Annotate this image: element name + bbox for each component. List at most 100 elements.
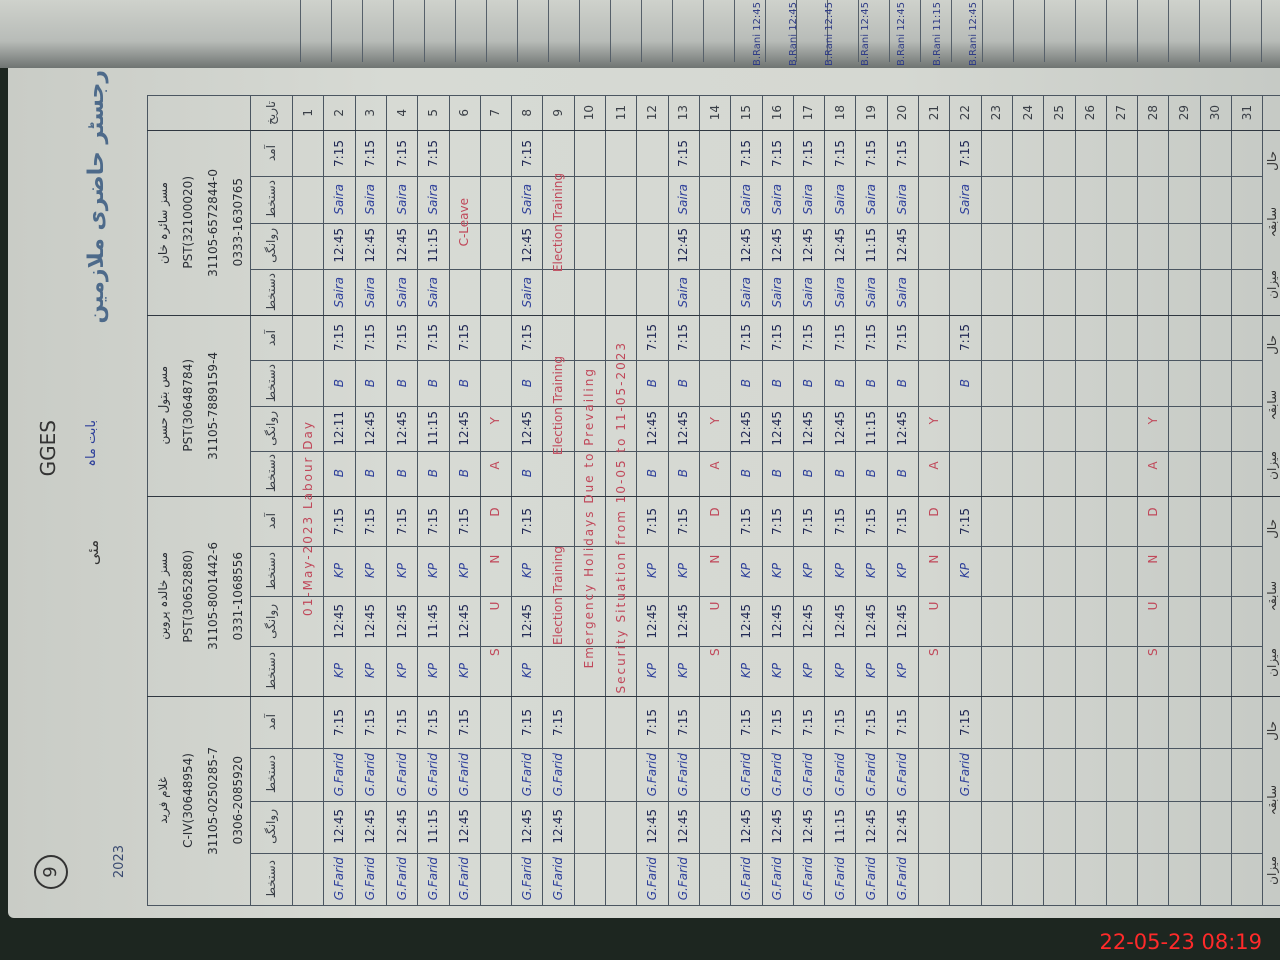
time-entry: 7:15 [449,315,480,360]
signature: B [793,451,824,496]
employee-day-note: Election Training [542,130,573,315]
signature-text: KP [801,663,816,679]
signature-text: B [738,378,753,387]
time-entry-text: 12:45 [363,603,378,639]
employee-post: PST(30652880) [176,496,200,696]
day-number-text: 7 [488,108,503,117]
time-entry: 7:15 [323,696,354,748]
column-line [886,95,888,905]
sub-row-line [250,852,1262,854]
signature-text: B [425,378,440,387]
signature: KP [855,646,886,696]
signature-text: KP [864,563,879,579]
day-number: 27 [1106,95,1137,130]
sub-row-label-text: دستخط [264,651,278,691]
day-number-text: 8 [519,108,534,117]
time-entry: 7:15 [386,315,417,360]
signature-text: KP [676,563,691,579]
signature: KP [949,546,980,596]
signature: G.Farid [730,853,761,905]
signature-text: KP [519,663,534,679]
sub-row-label-text: دستخط [264,755,278,794]
time-entry-text: 7:15 [394,507,409,535]
signature-text: Saira [519,276,534,308]
day-number: 10 [574,95,605,130]
signature-text: Saira [331,276,346,308]
time-entry-text: 7:15 [331,139,346,167]
signature-text: KP [957,563,972,579]
sub-row-line [250,360,1262,362]
time-entry-text: 12:45 [738,809,753,844]
sub-row-label: دستخط [252,546,290,596]
signature-text: Saira [394,184,409,215]
signature-text: KP [644,663,659,679]
signature: KP [730,646,761,696]
sub-row-label: روانگی [252,406,290,451]
time-entry-text: 12:11 [331,410,346,446]
time-entry-text: 7:15 [832,507,847,535]
signature: G.Farid [449,853,480,905]
sub-row-label: دستخط [252,176,290,222]
day-number-text: 12 [644,104,659,121]
signature: B [386,451,417,496]
signature-text: KP [801,563,816,579]
time-entry: 7:15 [855,696,886,748]
signature-text: Saira [832,184,847,215]
grid-line [424,0,425,62]
time-entry: 7:15 [762,496,793,546]
time-entry: 12:45 [762,801,793,853]
day-number-text: 9 [551,108,566,117]
time-entry: 7:15 [355,696,386,748]
sub-row-label: روانگی [252,223,290,269]
signature-text: KP [864,663,879,679]
time-entry-text: 7:15 [864,139,879,167]
signature: KP [668,546,699,596]
time-entry: 7:15 [323,130,354,176]
time-entry-text: 12:45 [519,410,534,446]
summary-label: سابقہ [1263,563,1280,630]
time-entry: 7:15 [668,696,699,748]
signature-text: G.Farid [551,752,566,796]
time-entry: 12:45 [824,596,855,646]
employee-day-note: Election Training [542,496,573,696]
employee-phone: 0333-1630765 [226,130,250,315]
time-entry: 7:15 [824,130,855,176]
time-entry: 12:45 [636,406,667,451]
employee-phone: 0331-1068556 [226,496,250,696]
time-entry: 12:45 [668,406,699,451]
grid-line [1168,0,1169,62]
time-entry: 7:15 [355,130,386,176]
day-number-text: 18 [832,104,847,121]
signature-text: Saira [770,276,785,308]
signature: B [762,360,793,405]
employee-cnic: 31105-8001442-6 [201,496,225,696]
signature-text: G.Farid [363,857,378,901]
signature: KP [511,646,542,696]
day-number-text: 31 [1239,104,1254,121]
time-entry: 7:15 [636,315,667,360]
time-entry-text: 7:15 [394,708,409,736]
time-entry-text: 7:15 [425,708,440,736]
time-entry: 11:15 [417,801,448,853]
time-entry: 7:15 [542,696,573,748]
signature: KP [511,546,542,596]
signature-text: Saira [738,184,753,215]
signature: B [887,451,918,496]
signature: B [355,360,386,405]
signature: G.Farid [668,853,699,905]
time-entry: 7:15 [887,696,918,748]
time-entry-text: 7:15 [551,708,566,736]
day-note-text: Emergency Holidays Due to Prevailing [582,366,597,669]
time-entry: 12:45 [887,801,918,853]
grid-line [827,0,828,62]
employee-name: مسز خالدہ پروین [151,496,175,696]
time-entry: 12:45 [323,801,354,853]
camera-timestamp: 22-05-23 08:19 [1099,930,1262,954]
time-entry-text: 7:15 [957,139,972,167]
signature-text: Saira [801,276,816,308]
employee-day-note-text: Election Training [551,546,566,646]
summary-label: حال [1263,130,1280,192]
time-entry: 12:45 [355,406,386,451]
column-line [918,95,919,905]
signature: Saira [793,176,824,222]
